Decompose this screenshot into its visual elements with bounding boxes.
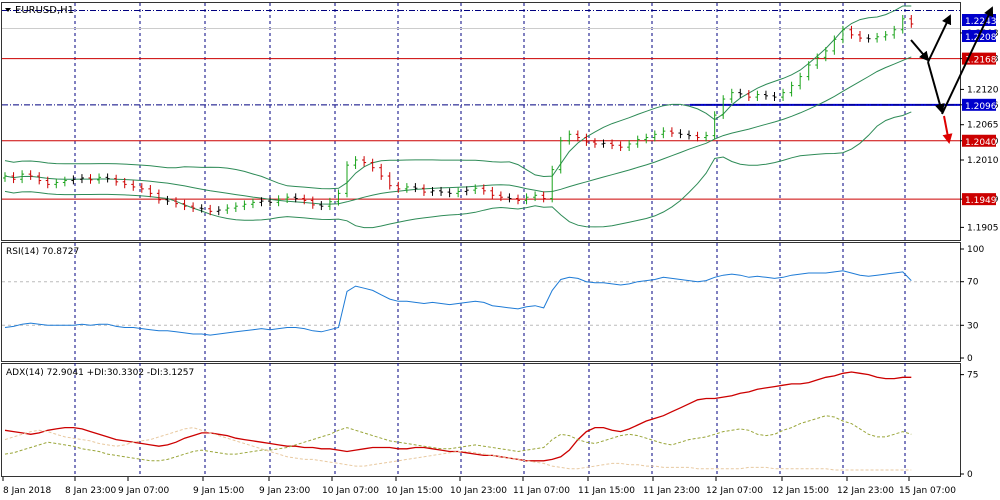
adx-title: ADX(14) 72.9041 +DI:30.3302 -DI:3.1257 [6,368,194,378]
chart-title: EURUSD,H1 [15,5,74,16]
x-tick-label: 10 Jan 23:00 [450,486,507,496]
price-badge-label: 1.2168 [965,56,997,66]
bollinger-upper [4,5,912,190]
minus-di-line [4,427,912,471]
price-badge-label: 1.2096 [965,102,997,112]
x-tick-label: 9 Jan 07:00 [118,486,170,496]
rsi-y-tick-label: 70 [967,278,979,288]
arrow-down-red [942,115,953,144]
x-tick-label: 10 Jan 07:00 [322,486,379,496]
price-badges: 1.2243 1.2208 1.2168 1.2096 1.2040 1.1949 [962,14,997,206]
adx-y-tick-label: 0 [967,470,973,480]
x-tick-label: 11 Jan 23:00 [643,486,700,496]
x-tick-label: 10 Jan 15:00 [386,486,443,496]
arrow-down-1 [910,39,930,62]
arrow-up-1 [927,14,952,63]
arrow-up-2 [941,6,994,115]
price-badge [962,193,996,206]
x-tick-label: 9 Jan 23:00 [259,486,311,496]
x-tick-label: 15 Jan 07:00 [899,486,956,496]
rsi-y-tick-label: 0 [967,354,973,364]
x-tick-label: 12 Jan 07:00 [706,486,763,496]
rsi-line [4,270,912,336]
time-axis: 8 Jan 2018 8 Jan 23:00 9 Jan 07:00 9 Jan 15… [2,477,956,496]
candles [3,14,914,216]
x-tick-label: 9 Jan 15:00 [193,486,245,496]
adx-y-tick-label: 75 [967,371,978,381]
bollinger-bands [4,5,912,229]
adx-panel: 75 0 [4,371,978,480]
plus-di-line [4,415,912,462]
rsi-panel: 100 70 30 0 [2,245,984,364]
x-tick-label: 11 Jan 15:00 [578,486,635,496]
bollinger-middle [4,56,912,205]
x-tick-label: 12 Jan 15:00 [772,486,829,496]
arrow-down-2 [927,61,945,114]
chart-title-caret-icon[interactable] [5,8,11,12]
rsi-y-tick-label: 100 [967,245,984,255]
y-tick-label: 1.1905 [967,223,999,233]
adx-line [4,371,912,462]
price-panel-frame [1,2,961,241]
y-tick-label: 1.2120 [967,85,999,95]
price-badge-label: 1.2243 [965,17,997,27]
x-tick-label: 8 Jan 23:00 [65,486,117,496]
vertical-grid [74,3,906,476]
forecast-arrows [910,6,994,144]
y-tick-label: 1.2010 [967,156,999,166]
price-badge-label: 1.1949 [965,196,997,206]
price-levels [2,9,960,200]
price-badge-label: 1.2040 [965,138,997,148]
price-badge [962,98,996,111]
price-badge-label: 1.2208 [965,33,997,43]
rsi-title: RSI(14) 70.8727 [6,247,79,257]
x-tick-label: 11 Jan 07:00 [513,486,570,496]
price-badge [962,134,996,147]
y-tick-label: 1.2065 [967,121,999,131]
x-tick-label: 12 Jan 23:00 [837,486,894,496]
x-tick-label: 8 Jan 2018 [3,486,51,496]
rsi-y-tick-label: 30 [967,321,979,331]
rsi-panel-frame [1,242,961,362]
adx-panel-frame [1,363,961,477]
bollinger-lower [4,111,912,229]
